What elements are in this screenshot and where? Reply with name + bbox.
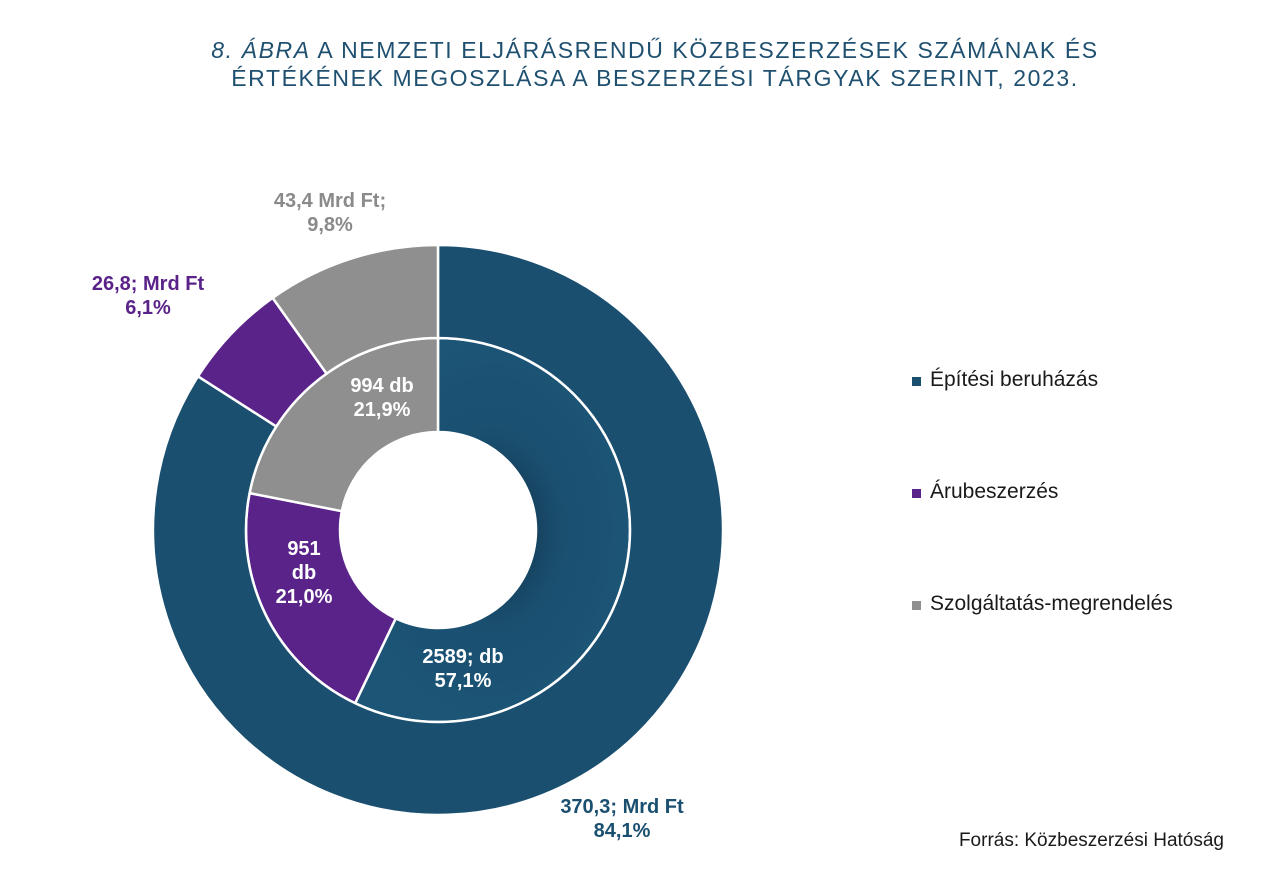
outer-label-services-line-1: 43,4 Mrd Ft;: [274, 190, 386, 212]
source-note: Forrás: Közbeszerzési Hatóság: [958, 830, 1224, 851]
inner-label-services-line-2: 21,9%: [354, 399, 411, 421]
chart-title: 8. ÁBRA A NEMZETI ELJÁRÁSRENDŰ KÖZBESZER…: [0, 36, 1280, 92]
inner-label-services-line-1: 994 db: [350, 375, 413, 397]
legend-item-construction[interactable]: Építési beruházás: [912, 362, 1173, 398]
inner-label-goods-line-1: 951: [287, 538, 320, 560]
data-labels: 2589; db 57,1% 951 db 21,0% 994 db 21,9% 370,3;…: [92, 190, 684, 842]
legend-item-services[interactable]: Szolgáltatás-megrendelés: [912, 586, 1173, 622]
legend-item-goods[interactable]: Árubeszerzés: [912, 474, 1173, 510]
legend-swatch-construction: [912, 376, 921, 386]
inner-label-construction-line-1: 2589; db: [422, 646, 503, 668]
outer-ring: [151, 243, 725, 817]
donut-chart: 2589; db 57,1% 951 db 21,0% 994 db 21,9% 370,3;…: [92, 190, 725, 842]
chart-title-line-1: 8. ÁBRA A NEMZETI ELJÁRÁSRENDŰ KÖZBESZER…: [0, 36, 1280, 64]
outer-label-services-line-2: 9,8%: [307, 214, 353, 236]
outer-label-services: 43,4 Mrd Ft; 9,8%: [274, 190, 386, 236]
legend-swatch-services: [912, 600, 921, 610]
chart-title-line-1-text: A NEMZETI ELJÁRÁSRENDŰ KÖZBESZERZÉSEK SZ…: [317, 37, 1099, 63]
legend-swatch-goods: [912, 488, 921, 498]
legend-label-goods: Árubeszerzés: [930, 480, 1059, 503]
outer-slice-construction[interactable]: [151, 243, 725, 817]
inner-label-goods: 951 db 21,0%: [276, 538, 333, 608]
outer-slice-services[interactable]: [270, 243, 440, 376]
legend: Építési beruházás Árubeszerzés Szolgálta…: [912, 362, 1173, 698]
outer-label-goods: 26,8; Mrd Ft 6,1%: [92, 273, 205, 319]
outer-label-construction-line-2: 84,1%: [594, 820, 651, 842]
legend-label-construction: Építési beruházás: [930, 368, 1099, 391]
inner-label-services: 994 db 21,9%: [350, 375, 413, 421]
chart-title-line-2: ÉRTÉKÉNEK MEGOSZLÁSA A BESZERZÉSI TÁRGYA…: [231, 65, 1079, 91]
outer-label-construction-line-1: 370,3; Mrd Ft: [560, 796, 684, 818]
inner-label-construction-line-2: 57,1%: [435, 670, 492, 692]
outer-label-goods-line-1: 26,8; Mrd Ft: [92, 273, 205, 295]
inner-label-goods-line-3: 21,0%: [276, 586, 333, 608]
inner-label-construction: 2589; db 57,1%: [422, 646, 503, 692]
outer-label-goods-line-2: 6,1%: [125, 297, 171, 319]
legend-label-services: Szolgáltatás-megrendelés: [930, 592, 1173, 615]
figure-number: 8. ÁBRA: [211, 37, 311, 63]
outer-label-construction: 370,3; Mrd Ft 84,1%: [560, 796, 684, 842]
inner-label-goods-line-2: db: [292, 562, 316, 584]
